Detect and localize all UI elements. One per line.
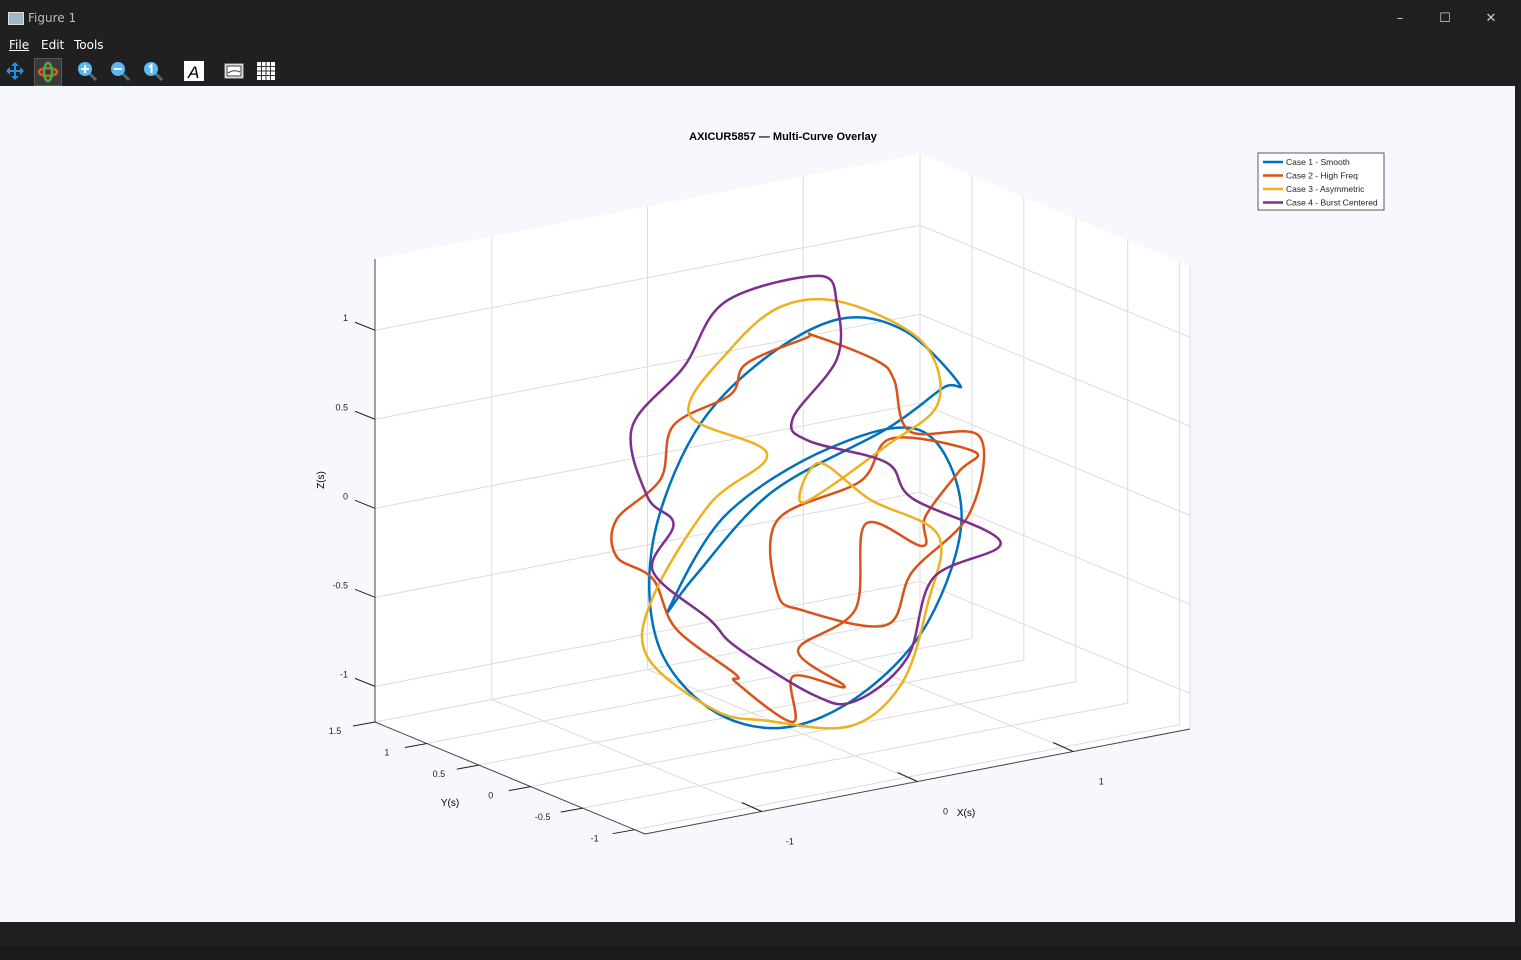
z-tick bbox=[354, 410, 376, 420]
svg-text:A: A bbox=[187, 63, 199, 82]
y-tick bbox=[560, 807, 583, 813]
gridline-y bbox=[582, 702, 1128, 809]
x-tick-label: 1 bbox=[1099, 777, 1104, 787]
gridline-z bbox=[919, 491, 1191, 605]
3d-line-plot[interactable]: AXICUR5857 — Multi-Curve Overlay -101-1-… bbox=[0, 86, 1515, 922]
legend-toggle-button[interactable] bbox=[221, 58, 247, 84]
y-tick-label: 1 bbox=[384, 748, 389, 758]
toolbar: A bbox=[0, 56, 1515, 86]
z-tick-label: 0.5 bbox=[335, 402, 348, 412]
zoom-in-button[interactable] bbox=[74, 58, 100, 84]
gridline-z bbox=[919, 580, 1191, 694]
gridline-z bbox=[374, 402, 921, 509]
x-tick bbox=[897, 772, 918, 782]
zoom-in-icon bbox=[78, 62, 98, 82]
legend-label-1: Case 1 - Smooth bbox=[1286, 157, 1350, 167]
zoom-out-button[interactable] bbox=[107, 58, 133, 84]
window-title: Figure 1 bbox=[28, 11, 77, 25]
text-annotation-icon: A bbox=[184, 61, 204, 82]
z-tick bbox=[354, 677, 376, 687]
series-line-4 bbox=[629, 274, 1002, 706]
z-tick bbox=[354, 499, 376, 509]
series-line-3 bbox=[640, 297, 943, 730]
gridline-y bbox=[374, 616, 921, 723]
legend-label-3: Case 3 - Asymmetric bbox=[1286, 184, 1365, 194]
gridline-z bbox=[919, 313, 1191, 427]
figure-app-icon bbox=[8, 12, 24, 25]
menu-tools[interactable]: Tools bbox=[74, 38, 104, 52]
gridline-z bbox=[374, 313, 921, 420]
z-tick-label: 1 bbox=[343, 313, 348, 323]
chart-title: AXICUR5857 — Multi-Curve Overlay bbox=[689, 131, 878, 143]
y-tick-label: 0 bbox=[488, 791, 493, 801]
y-axis-line bbox=[374, 721, 646, 835]
z-tick bbox=[354, 321, 376, 331]
x-tick-label: -1 bbox=[786, 837, 794, 847]
figure-canvas: AXICUR5857 — Multi-Curve Overlay -1 0 1 -1-… bbox=[0, 86, 1515, 922]
legend[interactable]: Case 1 - Smooth Case 2 - High Freq Case 3 … bbox=[1257, 152, 1385, 211]
gridline-z bbox=[919, 402, 1191, 516]
grid-toggle-icon bbox=[257, 62, 275, 80]
y-tick bbox=[508, 786, 531, 792]
title-bar: Figure 1 – ☐ ✕ bbox=[0, 4, 1515, 34]
x-axis-label: X(s) bbox=[957, 808, 975, 819]
curves bbox=[610, 274, 1002, 730]
axis-ticks: -1 0 1 -1 -0.5 0 0.5 1 1.5 -1 -0.5 0 0.5 1 bbox=[329, 259, 1191, 847]
maximize-button[interactable]: ☐ bbox=[1439, 11, 1451, 26]
taskbar bbox=[0, 946, 1521, 960]
y-axis-label: Y(s) bbox=[441, 798, 459, 809]
pan-icon bbox=[6, 62, 24, 80]
legend-label-2: Case 2 - High Freq bbox=[1286, 171, 1358, 181]
text-annotation-button[interactable]: A bbox=[181, 58, 207, 84]
z-tick bbox=[354, 588, 376, 598]
rotate-3d-button[interactable] bbox=[34, 58, 62, 86]
gridline-y bbox=[426, 638, 973, 745]
zoom-out-icon bbox=[111, 62, 131, 82]
side-wall-pane bbox=[920, 154, 1190, 729]
z-axis-label: Z(s) bbox=[316, 471, 327, 489]
figure-window: Figure 1 – ☐ ✕ File Edit Tools A AXICUR5… bbox=[0, 4, 1515, 946]
pan-button[interactable] bbox=[2, 58, 28, 84]
x-tick bbox=[1053, 742, 1074, 752]
x-tick bbox=[741, 802, 762, 812]
y-tick bbox=[456, 764, 479, 770]
legend-label-4: Case 4 - Burst Centered bbox=[1286, 198, 1378, 208]
gridline-y bbox=[478, 659, 1024, 766]
z-tick-label: -1 bbox=[340, 669, 348, 679]
grid-toggle-button[interactable] bbox=[253, 58, 279, 84]
y-tick-label: -1 bbox=[591, 834, 599, 844]
y-tick bbox=[404, 743, 428, 749]
series-line-2 bbox=[610, 332, 986, 724]
zoom-reset-button[interactable] bbox=[140, 58, 166, 84]
y-tick-label: 1.5 bbox=[329, 726, 342, 736]
y-tick-label: -0.5 bbox=[535, 812, 551, 822]
gridline-y bbox=[530, 681, 1076, 788]
y-tick bbox=[352, 721, 376, 727]
legend-toggle-icon bbox=[224, 63, 244, 79]
minimize-button[interactable]: – bbox=[1396, 11, 1404, 26]
gridline-x bbox=[803, 639, 1074, 752]
axes-grid bbox=[374, 154, 1191, 834]
series-line-1 bbox=[647, 315, 963, 730]
z-tick-label: 0 bbox=[343, 491, 348, 501]
rotate-3d-icon bbox=[37, 61, 59, 83]
close-button[interactable]: ✕ bbox=[1485, 11, 1497, 26]
zoom-reset-icon bbox=[144, 62, 164, 82]
z-tick-label: -0.5 bbox=[332, 580, 348, 590]
menu-edit[interactable]: Edit bbox=[41, 38, 65, 52]
gridline-z bbox=[919, 224, 1191, 338]
gridline-z bbox=[374, 224, 921, 331]
x-tick-label: 0 bbox=[943, 807, 948, 817]
menu-file[interactable]: File bbox=[9, 38, 30, 52]
y-tick-label: 0.5 bbox=[433, 769, 446, 779]
gridline-x bbox=[491, 699, 762, 812]
gridline-z bbox=[374, 491, 921, 598]
y-tick bbox=[612, 829, 635, 835]
gridline-x bbox=[647, 669, 918, 782]
gridline-z bbox=[374, 580, 921, 687]
